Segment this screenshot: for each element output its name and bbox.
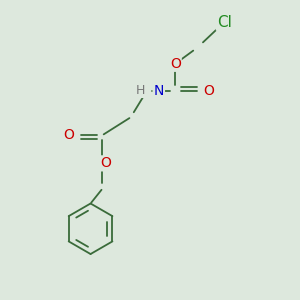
Text: O: O: [203, 84, 214, 98]
Text: O: O: [100, 156, 111, 170]
Text: O: O: [170, 57, 181, 71]
Text: H: H: [135, 84, 145, 97]
Text: N: N: [154, 84, 164, 98]
Text: O: O: [64, 128, 75, 142]
Text: Cl: Cl: [217, 15, 232, 30]
